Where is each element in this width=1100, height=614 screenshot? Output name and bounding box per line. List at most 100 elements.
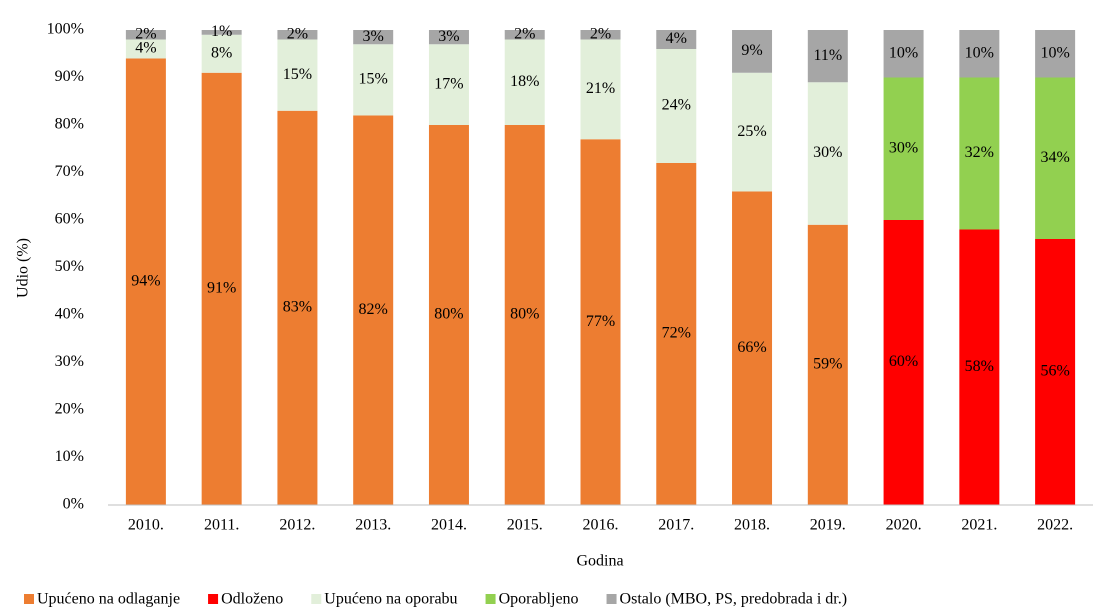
x-tick-label: 2020.: [886, 517, 922, 534]
bar-segment: [428, 44, 469, 125]
bar-segment: [1035, 77, 1076, 239]
bar-segment: [277, 110, 318, 505]
data-label: 4%: [666, 30, 687, 47]
bar-segment: [656, 30, 697, 49]
legend-label: Oporabljeno: [499, 591, 579, 608]
y-tick-label: 40%: [55, 306, 84, 323]
legend-swatch: [208, 594, 219, 604]
data-label: 56%: [1040, 363, 1069, 380]
legend-swatch: [24, 594, 34, 604]
bar-segment: [732, 191, 773, 505]
data-label: 83%: [283, 299, 312, 316]
legend-label: Ostalo (MBO, PS, predobrada i dr.): [620, 591, 848, 608]
bar-segment: [959, 229, 1000, 505]
bar-segment: [201, 72, 242, 505]
legend-label: Upućeno na odlaganje: [37, 591, 180, 608]
data-label: 3%: [363, 28, 384, 45]
data-label: 32%: [965, 144, 994, 161]
data-label: 17%: [434, 75, 463, 92]
bar-segment: [504, 30, 545, 40]
x-tick-label: 2010.: [128, 517, 164, 534]
data-label: 2%: [514, 25, 535, 42]
bar-segment: [807, 30, 848, 83]
y-axis-title: Udio (%): [15, 238, 32, 298]
data-label: 2%: [135, 25, 156, 42]
legend-swatch: [485, 594, 496, 604]
bar-segment: [959, 77, 1000, 230]
data-label: 2%: [590, 25, 611, 42]
bar-segment: [959, 30, 1000, 78]
data-label: 10%: [1040, 44, 1069, 61]
x-tick-label: 2016.: [583, 517, 619, 534]
data-label: 15%: [283, 66, 312, 83]
y-tick-label: 20%: [55, 401, 84, 418]
bar-segment: [125, 39, 166, 59]
x-axis-title: Godina: [576, 553, 623, 570]
x-tick-label: 2018.: [734, 517, 770, 534]
bar-segment: [277, 39, 318, 111]
data-label: 30%: [889, 139, 918, 156]
bar-segment: [883, 30, 924, 78]
bar-segment: [732, 72, 773, 192]
x-tick-label: 2017.: [658, 517, 694, 534]
bar-segment: [504, 125, 545, 505]
data-label: 66%: [737, 339, 766, 356]
x-tick-label: 2014.: [431, 517, 467, 534]
y-tick-label: 50%: [55, 258, 84, 275]
y-tick-label: 70%: [55, 163, 84, 180]
data-label: 72%: [662, 325, 691, 342]
bar-segment: [1035, 239, 1076, 505]
bar-segment: [807, 82, 848, 225]
data-label: 18%: [510, 73, 539, 90]
data-label: 9%: [741, 42, 762, 59]
bar-segment: [883, 220, 924, 505]
data-label: 30%: [813, 144, 842, 161]
legend-label: Upućeno na oporabu: [324, 591, 457, 608]
y-tick-label: 80%: [55, 116, 84, 133]
bar-segment: [353, 30, 394, 45]
legend-swatch: [606, 594, 617, 604]
data-label: 77%: [586, 313, 615, 330]
data-label: 4%: [135, 40, 156, 57]
data-label: 80%: [434, 306, 463, 323]
bar-segment: [1035, 30, 1076, 78]
data-label: 91%: [207, 280, 236, 297]
bar-segment: [353, 44, 394, 116]
x-tick-label: 2015.: [507, 517, 543, 534]
data-label: 24%: [662, 97, 691, 114]
legend-label: Odloženo: [221, 591, 283, 608]
data-label: 60%: [889, 353, 918, 370]
x-tick-label: 2013.: [355, 517, 391, 534]
y-tick-label: 10%: [55, 448, 84, 465]
bar-segment: [125, 30, 166, 40]
bar-segment: [428, 30, 469, 45]
y-tick-label: 0%: [63, 496, 84, 513]
y-tick-label: 60%: [55, 211, 84, 228]
data-label: 15%: [359, 71, 388, 88]
x-tick-label: 2011.: [204, 517, 239, 534]
bar-segment: [580, 30, 621, 40]
x-tick-label: 2021.: [961, 517, 997, 534]
data-label: 80%: [510, 306, 539, 323]
bar-segment: [125, 58, 166, 505]
x-tick-label: 2012.: [279, 517, 315, 534]
bar-segment: [807, 224, 848, 505]
data-label: 94%: [131, 272, 160, 289]
data-label: 10%: [889, 44, 918, 61]
bar-segment: [353, 115, 394, 505]
data-label: 21%: [586, 80, 615, 97]
data-label: 58%: [965, 358, 994, 375]
bar-segment: [201, 30, 242, 35]
data-label: 1%: [211, 23, 232, 40]
bar-segment: [504, 39, 545, 125]
data-label: 2%: [287, 25, 308, 42]
data-label: 3%: [438, 28, 459, 45]
bar-segment: [656, 163, 697, 505]
bar-segment: [201, 34, 242, 73]
data-label: 10%: [965, 44, 994, 61]
legend-swatch: [311, 594, 322, 604]
bar-segment: [428, 125, 469, 505]
bar-segment: [883, 77, 924, 220]
data-label: 8%: [211, 44, 232, 61]
data-label: 82%: [359, 301, 388, 318]
